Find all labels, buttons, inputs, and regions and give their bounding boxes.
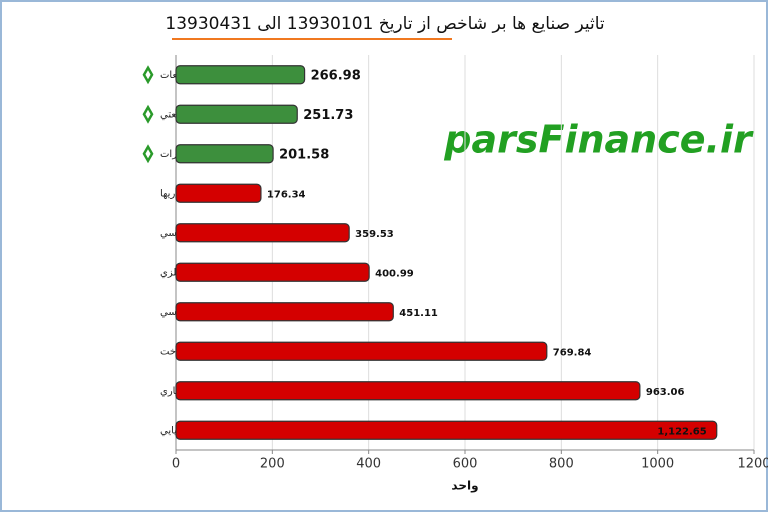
value-label: 359.53 bbox=[355, 229, 394, 240]
x-tick-label: 0 bbox=[172, 457, 180, 472]
value-label: 451.11 bbox=[399, 308, 438, 319]
bar bbox=[175, 65, 306, 85]
watermark: parsFinance.ir bbox=[443, 118, 754, 162]
marker-diamond bbox=[142, 144, 154, 164]
bar bbox=[175, 262, 370, 282]
x-tick-label: 200 bbox=[260, 457, 285, 472]
bar bbox=[175, 302, 394, 322]
value-label: 201.58 bbox=[279, 147, 329, 162]
bar bbox=[175, 420, 718, 440]
value-label: 176.34 bbox=[267, 189, 306, 200]
x-tick-label: 1200 bbox=[737, 457, 768, 472]
bar bbox=[175, 223, 350, 243]
marker-diamond bbox=[142, 104, 154, 124]
value-label: 251.73 bbox=[303, 108, 353, 123]
bar bbox=[175, 183, 262, 203]
x-tick-label: 1000 bbox=[641, 457, 674, 472]
bar bbox=[175, 341, 548, 361]
value-label: 963.06 bbox=[646, 387, 685, 398]
chart-title: تاثیر صنایع ها بر شاخص از تاریخ 13930101… bbox=[165, 14, 604, 34]
x-axis-label: واحد bbox=[451, 479, 478, 494]
value-label: 769.84 bbox=[553, 347, 592, 358]
value-label: 400.99 bbox=[375, 268, 414, 279]
bar bbox=[175, 144, 274, 164]
x-tick-label: 800 bbox=[549, 457, 574, 472]
x-tick-label: 600 bbox=[453, 457, 478, 472]
value-label: 266.98 bbox=[311, 68, 361, 83]
x-tick-label: 400 bbox=[356, 457, 381, 472]
bar bbox=[175, 381, 641, 401]
value-label: 1,122.65 bbox=[657, 426, 706, 437]
bar bbox=[175, 104, 298, 124]
marker-diamond bbox=[142, 65, 154, 85]
